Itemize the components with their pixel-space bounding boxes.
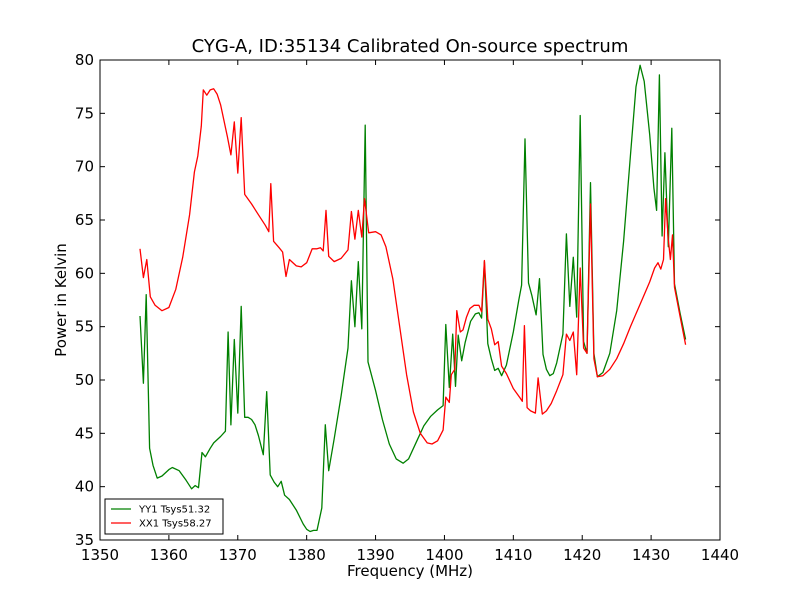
y-tick-label-6: 65 [75, 211, 94, 229]
legend-label-xx1: XX1 Tsys58.27 [139, 519, 212, 530]
x-tick-label-5: 1400 [425, 546, 463, 564]
plot-area [100, 60, 720, 540]
y-axis-label: Power in Kelvin [52, 243, 70, 357]
y-tick-label-4: 55 [75, 318, 94, 336]
y-tick-label-0: 35 [75, 531, 94, 549]
x-tick-label-1: 1360 [150, 546, 188, 564]
x-tick-label-0: 1350 [81, 546, 119, 564]
y-tick-label-7: 70 [75, 158, 94, 176]
x-tick-label-2: 1370 [219, 546, 257, 564]
y-tick-label-5: 60 [75, 264, 94, 282]
x-tick-label-9: 1440 [701, 546, 739, 564]
series-line-1 [139, 88, 687, 445]
legend-box [104, 498, 224, 535]
series-layer [139, 64, 687, 533]
x-tick-label-3: 1380 [288, 546, 326, 564]
y-tick-label-8: 75 [75, 104, 94, 122]
x-tick-label-6: 1410 [494, 546, 532, 564]
y-tick-label-2: 45 [75, 424, 94, 442]
x-axis-label: Frequency (MHz) [347, 562, 473, 580]
ticks-layer: 1350 1360 1370 1380 1390 1400 1410 1420 1430 1440… [75, 51, 739, 564]
x-tick-label-7: 1420 [563, 546, 601, 564]
y-tick-label-1: 40 [75, 478, 94, 496]
x-tick-label-4: 1390 [356, 546, 394, 564]
legend: YY1 Tsys51.32 XX1 Tsys58.27 [104, 498, 224, 535]
plot-frame [99, 59, 721, 541]
y-tick-label-9: 80 [75, 51, 94, 69]
chart-title: CYG-A, ID:35134 Calibrated On-source spe… [192, 36, 629, 57]
y-tick-label-3: 50 [75, 371, 94, 389]
legend-label-yy1: YY1 Tsys51.32 [138, 505, 210, 516]
x-tick-label-8: 1430 [632, 546, 670, 564]
